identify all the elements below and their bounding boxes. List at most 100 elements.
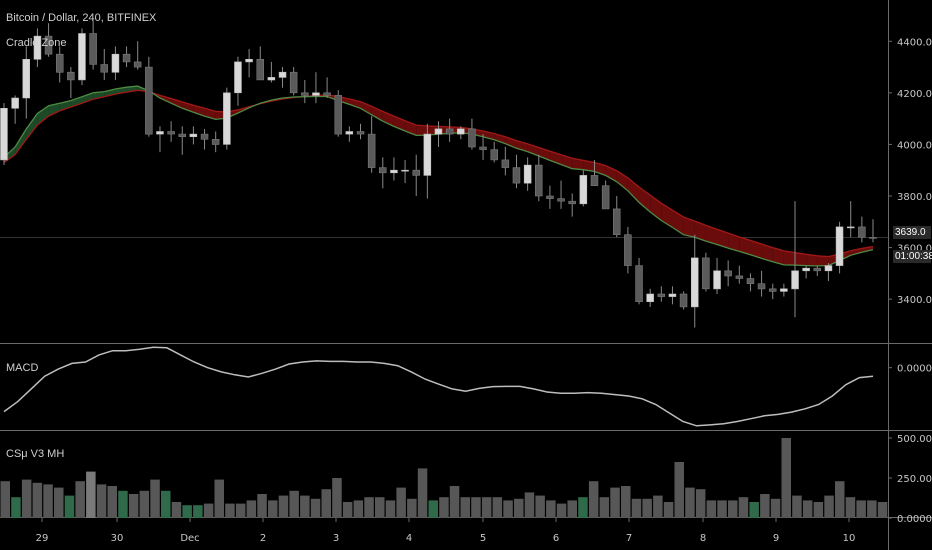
price-tick-label: 3800.0 [897,192,932,203]
candle-body [133,61,142,68]
cradle-segment [616,170,628,191]
candle-body [323,92,331,96]
volume-bar [407,498,417,518]
cradle-segment [761,243,773,262]
candle-body [367,133,376,168]
volume-bar [492,497,503,518]
volume-bar [685,487,695,518]
cradle-segment [583,160,595,172]
volume-bar [449,486,460,518]
volume-bar [877,502,888,518]
volume-bar [674,462,684,518]
candle-body [234,61,242,94]
candle-body [167,131,175,135]
volume-bar [556,503,567,518]
volume-bar [706,500,717,518]
candle-body [289,71,298,94]
time-tick-label: 30 [111,533,124,544]
cradle-segment [739,237,751,255]
time-tick-label: 10 [843,533,856,544]
volume-bar [813,502,824,518]
candle-body [78,33,86,81]
volume-bar [235,503,246,518]
candle-body [646,293,654,302]
volume-bar [375,497,385,518]
candle-body [858,226,866,238]
cradle-segment [783,250,796,266]
cradle-segment [416,125,428,136]
candle-body [757,283,766,290]
volume-tick-label: 0.0000 [897,514,932,525]
cradle-segment [850,248,862,256]
volume-tick-label: 250.0000 [897,474,932,485]
time-tick-label: 6 [553,533,559,544]
candle-body [835,226,844,266]
candle-body [780,288,788,292]
cradle-segment [728,233,740,252]
volume-bar [203,503,214,518]
volume-bar [514,498,524,518]
volume-bar [342,502,353,518]
candle-body [490,149,498,161]
cradle-segment [795,252,807,266]
candle-body [635,265,643,303]
candle-body [791,270,799,290]
candle-body [869,237,877,239]
volume-bar [332,478,342,518]
volume-bar [417,468,428,518]
candle-body [668,293,677,297]
price-tick-label: 3400.0 [897,295,932,306]
candle-body [89,33,97,65]
volume-bar [257,494,267,518]
candle-body [813,267,821,272]
cradle-segment [48,103,60,117]
volume-bar [118,490,128,518]
cradle-segment [81,92,94,104]
candle-body [22,58,30,99]
volume-bar [792,495,802,518]
candle-body [356,131,365,135]
time-tick-label: 2 [260,533,266,544]
cradle-segment [70,96,82,108]
candle-body [189,133,198,138]
candle-body [702,257,710,290]
cradle-segment [817,255,829,266]
candle-body [111,53,120,73]
time-tick-label: 3 [333,533,339,544]
volume-bar [749,502,759,518]
time-tick-label: Dec [180,533,199,544]
indicator-cradle-zone-label: Cradle Zone [6,37,67,49]
volume-bar [428,500,438,518]
candle-body [624,234,632,266]
macd-pane-label: MACD [6,362,39,374]
volume-bars [0,438,888,518]
cradle-segment [171,98,183,109]
cradle-segment [627,177,640,203]
volume-bar [171,502,182,518]
volume-tick-label: 500.0000 [897,434,932,445]
candle-body [67,71,75,81]
volume-bar [182,505,192,518]
volume-bar [385,500,396,518]
volume-bar [268,500,278,518]
candle-body [690,257,699,308]
cradle-segment [93,91,105,100]
candle-body [334,95,342,135]
volume-bar [867,500,877,518]
volume-bar [310,498,321,518]
time-tick-label: 5 [480,533,486,544]
symbol-title: Bitcoin / Dollar, 240, BITFINEX [6,12,157,24]
volume-bar [128,494,139,518]
candle-body [423,133,432,176]
candle-body [579,175,588,205]
volume-bar [439,497,449,518]
volume-bar [599,497,610,518]
candle-body [679,293,688,308]
candle-body [33,35,42,60]
candle-body [479,146,487,150]
candles [0,20,877,328]
candle-body [434,128,443,135]
time-tick-label: 8 [700,533,706,544]
volume-bar [246,500,257,518]
